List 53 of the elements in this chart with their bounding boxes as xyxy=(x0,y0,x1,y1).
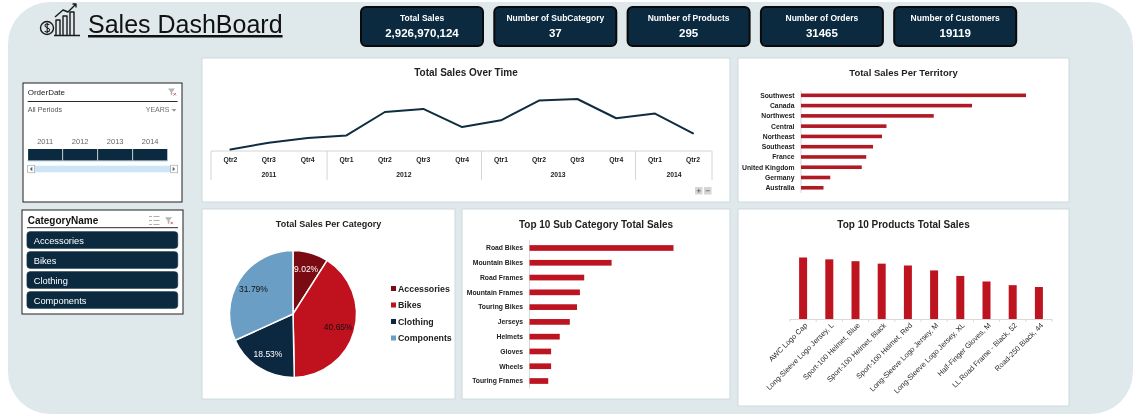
bar xyxy=(851,261,860,319)
category-label: Accessories xyxy=(33,235,85,246)
data-label: 18.53% xyxy=(253,348,283,359)
category-label: Number of Products xyxy=(647,12,730,23)
data-label: 9.02% xyxy=(294,263,319,274)
category-label: Number of Customers xyxy=(910,12,1001,23)
bar xyxy=(529,259,612,266)
bar xyxy=(930,270,939,319)
bar xyxy=(825,259,834,319)
data-label: 40.65% xyxy=(323,321,354,332)
bar xyxy=(801,165,862,170)
bar xyxy=(529,304,578,310)
bar xyxy=(529,333,560,340)
bar xyxy=(982,281,991,319)
bar xyxy=(801,124,887,128)
text: 31465 xyxy=(805,27,838,39)
data-label: 31.79% xyxy=(239,283,269,294)
chart-title: Top 10 Products Total Sales xyxy=(837,218,971,230)
bar xyxy=(956,275,965,319)
legend-label: Components xyxy=(398,333,452,344)
chart-title: Total Sales Per Territory xyxy=(849,67,959,78)
chart-title: Total Sales Over Time xyxy=(414,67,519,78)
text: 37 xyxy=(548,27,562,39)
category-label: Number of Orders xyxy=(785,12,859,23)
bar xyxy=(799,257,808,319)
bar xyxy=(801,114,934,118)
bar xyxy=(529,289,580,296)
bar xyxy=(529,245,674,251)
bar xyxy=(529,378,549,384)
bar xyxy=(1034,287,1043,319)
category-label: Total Sales xyxy=(399,12,445,23)
legend-label: Bikes xyxy=(398,300,422,311)
chart-title: Total Sales Per Category xyxy=(275,219,382,229)
category-label: Bikes xyxy=(33,255,57,266)
text: 2,926,970,124 xyxy=(385,27,459,39)
bar xyxy=(877,263,886,319)
legend-label: Clothing xyxy=(398,316,434,327)
category-label: Number of SubCategory xyxy=(506,12,605,23)
bar xyxy=(801,185,824,190)
text: CategoryName xyxy=(27,215,99,226)
text: 295 xyxy=(679,27,699,39)
text: 19119 xyxy=(939,27,971,39)
chart-title: Top 10 Sub Category Total Sales xyxy=(518,218,674,230)
chart-title: OrderDate xyxy=(27,87,66,97)
bar xyxy=(1008,285,1017,319)
bar xyxy=(529,363,552,370)
bar xyxy=(529,319,570,325)
category-label: Clothing xyxy=(33,275,68,286)
legend-label: Accessories xyxy=(398,283,450,294)
bar xyxy=(801,155,867,159)
text: Sales DashBoard xyxy=(88,10,283,38)
bar xyxy=(903,265,912,319)
category-label: Components xyxy=(33,295,87,306)
